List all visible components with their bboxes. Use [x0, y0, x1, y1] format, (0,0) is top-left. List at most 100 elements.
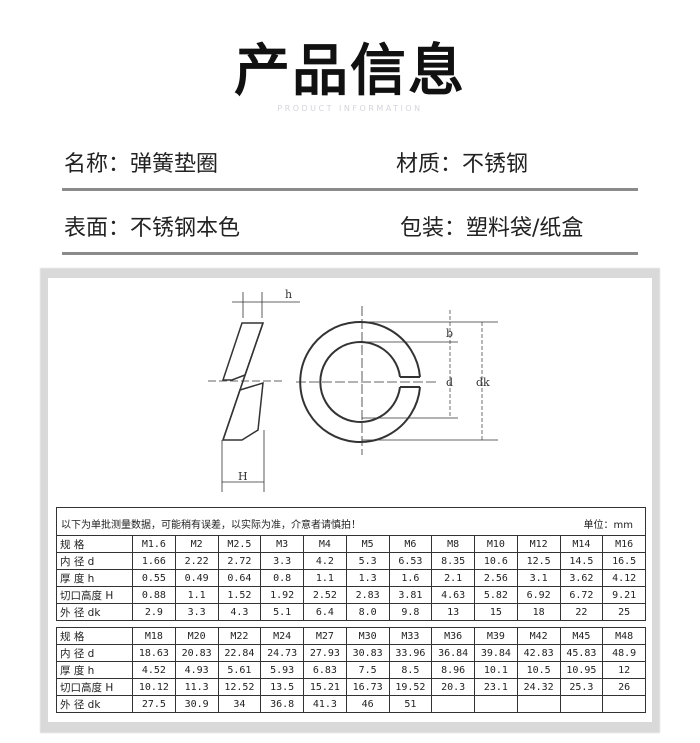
row-label: 厚 度 h: [56, 569, 133, 587]
table-cell: M24: [260, 627, 304, 645]
table-cell: 9.21: [602, 586, 646, 604]
table-cell: 6.83: [303, 661, 347, 679]
table-cell: 6.92: [516, 586, 561, 604]
table-cell: 5.93: [260, 661, 304, 679]
table-cell: 3.3: [174, 603, 219, 621]
table-cell: 20.83: [174, 644, 219, 662]
table-cell: M16: [602, 535, 646, 553]
info-surface: 表面：不锈钢本色: [64, 210, 240, 242]
table-cell: 25: [602, 603, 646, 621]
side-view: [221, 322, 265, 441]
table-cell: 24.32: [516, 678, 561, 696]
table-cell: M2: [174, 535, 219, 553]
table-cell: 5.3: [345, 552, 390, 570]
table-row: 厚 度 h 0.55 0.49 0.64 0.8 1.1 1.3 1.6 2.1 2.56 3.1 3…: [56, 569, 646, 587]
table-cell: 2.52: [303, 586, 347, 604]
table-cell: [602, 695, 646, 713]
table-cell: M45: [559, 627, 604, 645]
table-cell: M4: [303, 535, 347, 553]
table-cell: 42.83: [516, 644, 561, 662]
table-cell: M1.6: [132, 535, 176, 553]
table-cell: M6: [388, 535, 433, 553]
table-cell: 1.1: [303, 569, 347, 587]
row-label: 内 径 d: [56, 552, 133, 570]
table-cell: [516, 695, 561, 713]
table-cell: 45.83: [559, 644, 604, 662]
table-cell: 27.5: [132, 695, 176, 713]
table-cell: 16.5: [602, 552, 646, 570]
table-cell: 11.3: [174, 678, 219, 696]
spring-washer-diagram: h H b d dk: [208, 288, 498, 492]
table-row: 外 径 dk 2.9 3.3 4.3 5.1 6.4 8.0 9.8 13 15 18 22 25: [56, 603, 646, 621]
table-cell: 2.22: [174, 552, 219, 570]
table-cell: M30: [345, 627, 390, 645]
table-cell: 0.55: [132, 569, 176, 587]
table-cell: 46: [345, 695, 390, 713]
table-cell: 20.3: [431, 678, 475, 696]
table-cell: 0.49: [174, 569, 219, 587]
table-row: 切口高度 H 10.12 11.3 12.52 13.5 15.21 16.73 19.52 2…: [56, 678, 646, 696]
table-cell: 2.1: [431, 569, 475, 587]
table-row: 内 径 d 18.63 20.83 22.84 24.73 27.93 30.83 33.96…: [56, 644, 646, 662]
divider: [62, 252, 638, 255]
table-cell: 36.8: [260, 695, 304, 713]
table-cell: 36.84: [431, 644, 475, 662]
table-cell: M3: [260, 535, 304, 553]
row-label: 切口高度 H: [56, 678, 133, 696]
table-cell: 0.64: [217, 569, 262, 587]
table-cell: 3.62: [559, 569, 604, 587]
table-cell: 4.52: [132, 661, 176, 679]
table-cell: 1.66: [132, 552, 176, 570]
table-cell: 41.3: [303, 695, 347, 713]
info-label: 名称：: [64, 152, 131, 177]
table-cell: 5.61: [217, 661, 262, 679]
table-cell: 4.93: [174, 661, 219, 679]
table-cell: 18.63: [132, 644, 176, 662]
table-note-row: 以下为单批测量数据，可能稍有误差，以实际为准，介意者请慎拍！ 单位：mm: [56, 507, 646, 536]
table-cell: 6.4: [303, 603, 347, 621]
table-row: 内 径 d 1.66 2.22 2.72 3.3 4.2 5.3 6.53 8.35 10.6 12…: [56, 552, 646, 570]
measurement-note: 以下为单批测量数据，可能稍有误差，以实际为准，介意者请慎拍！: [61, 520, 361, 531]
table-cell: 4.3: [217, 603, 262, 621]
table-cell: 22: [559, 603, 604, 621]
table-cell: 5.82: [474, 586, 518, 604]
table-cell: 51: [388, 695, 433, 713]
table-cell: 6.53: [388, 552, 433, 570]
table-cell: 12: [602, 661, 646, 679]
divider: [62, 188, 638, 191]
info-packaging: 包装：塑料袋/纸盒: [400, 210, 583, 242]
table-cell: M2.5: [217, 535, 262, 553]
info-label: 表面：: [64, 216, 131, 241]
table-cell: M36: [431, 627, 475, 645]
label-h: h: [285, 288, 292, 301]
table-cell: 16.73: [345, 678, 390, 696]
table-cell: 2.72: [217, 552, 262, 570]
table-cell: 4.2: [303, 552, 347, 570]
table-cell: 8.5: [388, 661, 433, 679]
table-cell: 1.1: [174, 586, 219, 604]
table-cell: 48.9: [602, 644, 646, 662]
top-view: [296, 306, 498, 455]
table-cell: 6.72: [559, 586, 604, 604]
table-cell: [474, 695, 518, 713]
table-cell: 12.5: [516, 552, 561, 570]
table-cell: 30.9: [174, 695, 219, 713]
table-cell: M5: [345, 535, 390, 553]
table-cell: M27: [303, 627, 347, 645]
table-cell: 30.83: [345, 644, 390, 662]
table-cell: 1.3: [345, 569, 390, 587]
table-cell: 4.63: [431, 586, 475, 604]
table-cell: 4.12: [602, 569, 646, 587]
row-label: 规 格: [56, 627, 133, 645]
table-cell: 2.9: [132, 603, 176, 621]
table-cell: 3.1: [516, 569, 561, 587]
info-value: 不锈钢本色: [130, 216, 241, 241]
table-cell: 33.96: [388, 644, 433, 662]
table-cell: 1.92: [260, 586, 304, 604]
table-cell: M42: [516, 627, 561, 645]
table-cell: M39: [474, 627, 518, 645]
table-cell: [431, 695, 475, 713]
table-row: 规 格 M1.6 M2 M2.5 M3 M4 M5 M6 M8 M10 M12 M14 M16: [56, 535, 646, 553]
table-cell: 13: [431, 603, 475, 621]
table-cell: 0.8: [260, 569, 304, 587]
